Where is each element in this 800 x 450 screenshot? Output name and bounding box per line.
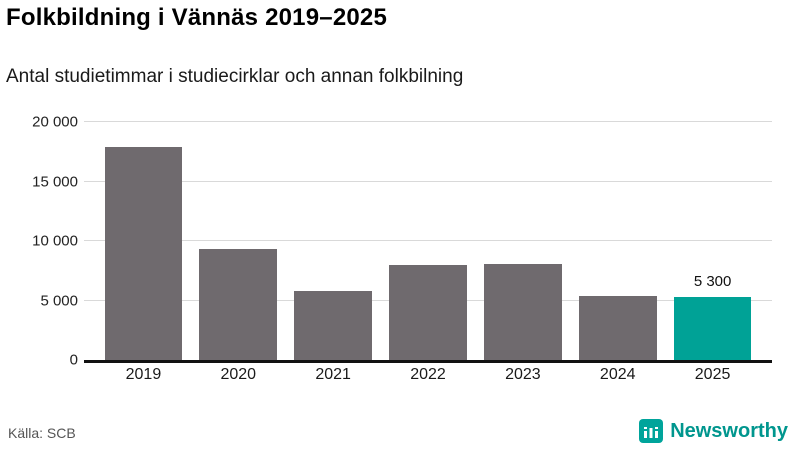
x-axis: 2019 2020 2021 2022 2023 2024 2025 [84,366,772,384]
y-axis-tick-label: 10 000 [32,232,78,250]
bar-group-2025: 5 300 [665,122,760,360]
x-axis-label-2025: 2025 [694,366,731,383]
bar-group-2019 [96,122,191,360]
bar-2025[interactable] [673,296,752,360]
chart-subtitle: Antal studietimmar i studiecirklar och a… [6,66,464,87]
x-axis-label-2023: 2023 [505,366,541,383]
gridline-20000 [84,121,772,122]
y-axis-tick-label: 15 000 [32,173,78,190]
y-axis: 0 5 000 10 000 15 000 20 000 [0,114,84,369]
gridline-15000 [84,180,772,182]
bar-chart: 0 5 000 10 000 15 000 20 000 5 300 [0,114,772,369]
bar-2021[interactable] [294,290,373,360]
chart-title: Folkbildning i Vännäs 2019–2025 [6,4,388,31]
y-axis-tick-label: 0 [69,351,78,369]
newsworthy-wordmark: Newsworthy [670,419,788,442]
y-axis-tick-label: 20 000 [32,113,78,131]
bar-group-2020 [191,122,286,360]
x-axis-label-2019: 2019 [125,366,162,383]
bar-2023[interactable] [483,263,562,360]
bar-2024[interactable] [578,295,657,360]
bar-group-2022 [381,122,476,360]
newsworthy-icon [639,419,664,443]
x-axis-label-2022: 2022 [410,366,446,383]
bars-container: 5 300 [84,122,772,360]
bar-group-2023 [475,122,570,360]
plot-area: 5 300 [84,121,772,363]
y-axis-tick-label: 5 000 [40,292,78,309]
bar-2019[interactable] [104,147,183,360]
bar-value-label: 5 300 [693,272,732,290]
x-axis-label-2020: 2020 [220,366,257,383]
newsworthy-logo[interactable]: Newsworthy [639,419,788,443]
x-axis-label-2021: 2021 [315,366,351,383]
gridline-10000 [84,240,772,241]
source-label: Källa: SCB [8,425,76,441]
x-axis-label-2024: 2024 [599,366,636,383]
bar-2020[interactable] [199,249,278,360]
bar-group-2024 [570,122,665,360]
bar-group-2021 [286,122,381,360]
bar-2022[interactable] [389,264,467,360]
